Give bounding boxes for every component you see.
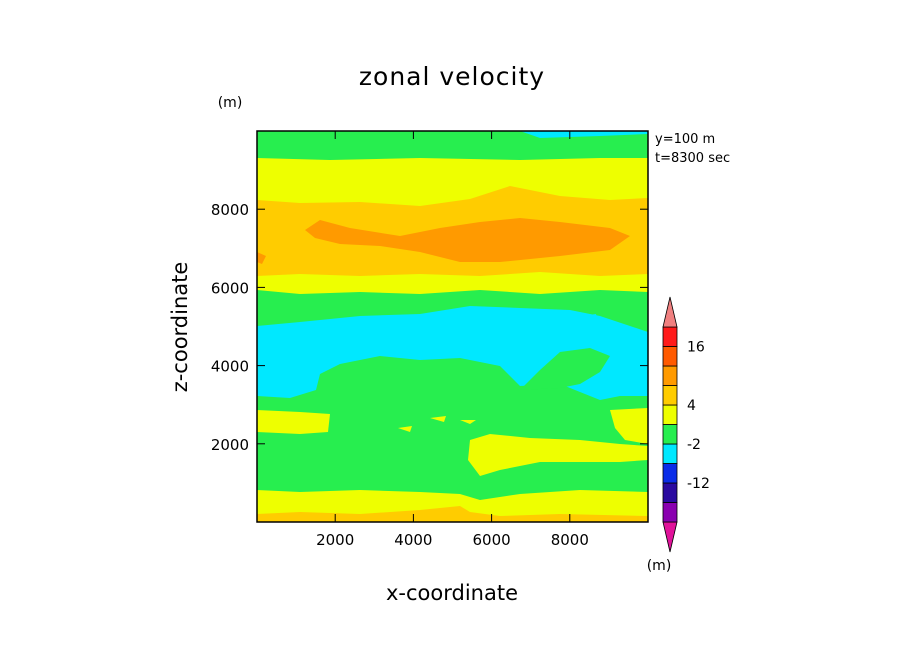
contour-region-green-intrusion bbox=[520, 348, 610, 390]
colorbar-labels: -12 -2 4 16 bbox=[687, 340, 710, 493]
annotation-y-position: y=100 m bbox=[655, 132, 715, 147]
y-tick-label: 6000 bbox=[211, 279, 249, 297]
y-tick-label: 2000 bbox=[211, 436, 249, 454]
colorbar-swatch bbox=[662, 482, 678, 503]
colorbar-swatch bbox=[662, 404, 678, 425]
contour-region-yellow-speck-c bbox=[460, 420, 476, 424]
contour-region-lower-right-yellow bbox=[610, 408, 648, 444]
colorbar-max-triangle bbox=[662, 296, 678, 328]
colorbar-unit: (m) bbox=[647, 558, 672, 574]
colorbar-label: -12 bbox=[687, 476, 710, 492]
x-axis-label: x-coordinate bbox=[386, 581, 518, 605]
x-tick-label: 6000 bbox=[473, 531, 511, 549]
contour-region-darker-orange bbox=[305, 218, 630, 262]
y-tick-label: 8000 bbox=[211, 201, 249, 219]
colorbar-swatch bbox=[662, 385, 678, 406]
annotation-time: t=8300 sec bbox=[655, 151, 730, 166]
contour-region-left-orange-notch bbox=[257, 252, 266, 264]
x-tick-labels: 2000 4000 6000 8000 bbox=[316, 531, 589, 549]
x-tick-label: 8000 bbox=[551, 531, 589, 549]
x-ticks bbox=[334, 131, 571, 522]
contour-region-yellow-speck-a bbox=[398, 426, 412, 432]
colorbar-swatch bbox=[662, 463, 678, 484]
colorbar-swatch bbox=[662, 443, 678, 464]
y-axis-unit: (m) bbox=[218, 95, 243, 111]
contour-region-right-yellow-tongue bbox=[468, 434, 648, 476]
colorbar-label: -2 bbox=[687, 437, 701, 453]
contour-region-cyan-blob-b bbox=[582, 314, 598, 324]
colorbar-swatch bbox=[662, 502, 678, 523]
colorbar-swatch bbox=[662, 424, 678, 445]
colorbar bbox=[662, 296, 678, 553]
colorbar-label: 16 bbox=[687, 340, 705, 356]
contour-region-top-cyan bbox=[330, 131, 648, 138]
x-tick-label: 4000 bbox=[394, 531, 432, 549]
contour-region-bottom-orange bbox=[257, 506, 648, 522]
chart-title: zonal velocity bbox=[359, 62, 545, 91]
contour-region-cyan-blob-a bbox=[528, 342, 548, 356]
colorbar-swatch bbox=[662, 365, 678, 386]
x-tick-label: 2000 bbox=[316, 531, 354, 549]
y-tick-labels: 2000 4000 6000 8000 bbox=[211, 201, 249, 454]
y-tick-label: 4000 bbox=[211, 358, 249, 376]
y-ticks bbox=[257, 208, 648, 445]
colorbar-swatch bbox=[662, 326, 678, 347]
colorbar-swatch bbox=[662, 346, 678, 367]
contour-region-lower-yellow bbox=[257, 410, 330, 434]
colorbar-label: 4 bbox=[687, 398, 696, 414]
colorbar-min-triangle bbox=[662, 521, 678, 553]
plot-frame bbox=[256, 130, 649, 523]
contour-region-yellow-speck-b bbox=[430, 416, 446, 422]
y-axis-label: z-coordinate bbox=[168, 262, 192, 393]
contour-field bbox=[257, 131, 648, 522]
